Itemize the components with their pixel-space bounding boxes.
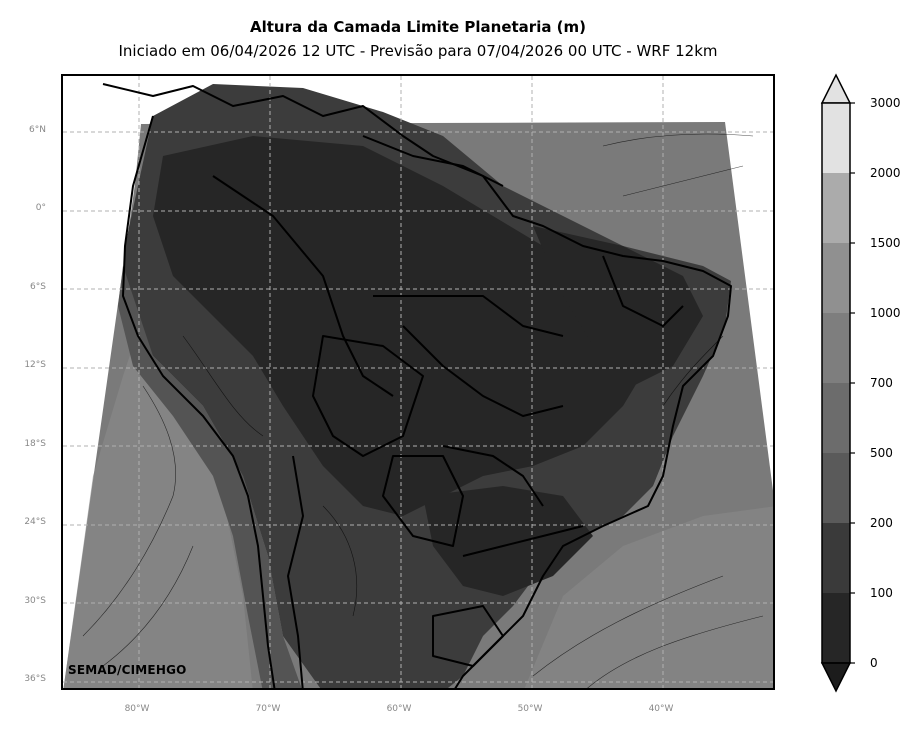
south-atlantic-light [524, 506, 773, 688]
lat-label-18s: 18°S [24, 439, 46, 449]
lat-label-24s: 24°S [24, 517, 46, 527]
border-northeast-states [602, 255, 684, 327]
colorbar-label-1000: 1000 [870, 306, 901, 320]
colorbar-label-700: 700 [870, 376, 893, 390]
border-brazil-states-1 [373, 295, 564, 337]
lon-label-40w: 40°W [648, 704, 674, 714]
colorbar-label-500: 500 [870, 446, 893, 460]
colorbar-label-200: 200 [870, 516, 893, 530]
colorbar-label-1500: 1500 [870, 236, 901, 250]
political-borders [102, 83, 732, 688]
lat-label-36s: 36°S [24, 674, 46, 684]
lat-label-0: 0° [35, 203, 46, 213]
lat-label-30s: 30°S [24, 596, 46, 606]
colorbar-extend-bottom [820, 662, 852, 693]
lat-label-6n: 6°N [29, 125, 46, 135]
lon-label-80w: 80°W [124, 704, 150, 714]
colorbar-swatch-0-100 [822, 593, 850, 663]
lat-label-6s: 6°S [30, 282, 46, 292]
andes-region [118, 266, 302, 688]
border-brazil-states-2 [402, 325, 564, 417]
southeast-dark [423, 486, 593, 596]
lon-label-50w: 50°W [517, 704, 543, 714]
border-bolivia [312, 335, 424, 457]
colorbar-label-0: 0 [870, 656, 878, 670]
colorbar-swatch-700-1000 [822, 313, 850, 383]
colorbar-label-2000: 2000 [870, 166, 901, 180]
northeast-dark [533, 226, 703, 386]
colorbar-label-100: 100 [870, 586, 893, 600]
boundary-layer-map [63, 76, 773, 688]
border-uruguay [432, 605, 504, 667]
ocean-light-band [63, 316, 253, 688]
border-paraguay [382, 455, 464, 547]
colorbar-extend-top [820, 73, 852, 104]
border-guianas [362, 135, 504, 187]
graticule [63, 76, 773, 688]
lat-label-12s: 12°S [24, 360, 46, 370]
colorbar [820, 73, 855, 693]
map-title: Altura da Camada Limite Planetaria (m) [249, 18, 587, 36]
lon-label-70w: 70°W [255, 704, 281, 714]
border-peru-brazil [212, 175, 394, 397]
border-argentina-chile [287, 455, 304, 688]
lon-label-60w: 60°W [386, 704, 412, 714]
colorbar-swatch-1500-2000 [822, 173, 850, 243]
border-brazil-states-3 [442, 445, 544, 507]
colorbar-label-3000: 3000 [870, 96, 901, 110]
map-panel[interactable] [61, 74, 775, 690]
colorbar-swatch-500-700 [822, 383, 850, 453]
credit-label: SEMAD/CIMEHGO [68, 663, 187, 677]
pacific-coast [122, 115, 276, 688]
colorbar-swatch-1000-1500 [822, 243, 850, 313]
colorbar-swatch-100-200 [822, 523, 850, 593]
coastline [102, 83, 732, 688]
contour-lines [82, 133, 764, 688]
colorbar-swatch-2000-3000 [822, 103, 850, 173]
border-brazil-states-4 [462, 525, 584, 557]
map-subtitle: Iniciado em 06/04/2026 12 UTC - Previsão… [118, 42, 718, 60]
colorbar-ticks [850, 102, 855, 664]
colorbar-swatch-200-500 [822, 453, 850, 523]
